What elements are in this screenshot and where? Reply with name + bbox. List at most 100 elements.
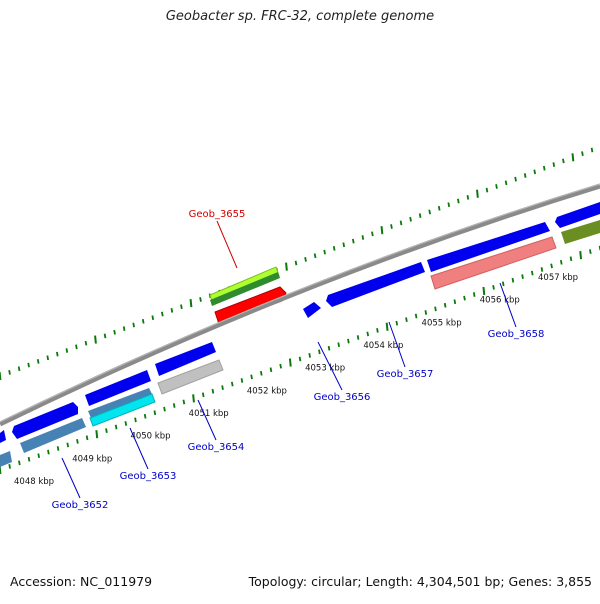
inner-tick (106, 428, 107, 432)
inner-tick (145, 414, 146, 418)
outer-tick (9, 370, 10, 374)
inner-tick (29, 457, 30, 461)
scale-label-4057: 4057 kbp (538, 273, 578, 283)
gene-label-Geob_3655[interactable]: Geob_3655 (189, 209, 246, 220)
inner-tick (348, 339, 349, 343)
outer-tick (477, 190, 478, 198)
inner-tick (300, 357, 301, 361)
inner-tick (261, 371, 262, 375)
gene-label-Geob_3656[interactable]: Geob_3656 (314, 392, 371, 403)
inner-tick (387, 323, 388, 331)
inner-tick (474, 292, 475, 296)
gene-label-Geob_3658[interactable]: Geob_3658 (488, 329, 545, 340)
outer-tick (315, 254, 316, 258)
scale-label-4048: 4048 kbp (14, 477, 54, 487)
outer-tick (86, 341, 87, 345)
outer-tick (152, 315, 153, 319)
inner-tick (416, 314, 417, 318)
outer-tick (286, 263, 287, 271)
outer-tick (458, 199, 459, 203)
outer-tick (506, 181, 507, 185)
inner-tick (454, 300, 455, 304)
inner-tick (513, 278, 514, 282)
inner-tick (571, 257, 572, 261)
gene-label-leader-Geob_3654 (198, 400, 216, 440)
inner-tick (203, 393, 204, 397)
outer-tick (448, 202, 449, 206)
outer-tick (573, 153, 574, 161)
inner-tick (445, 303, 446, 307)
outer-tick (401, 221, 402, 225)
outer-tick (496, 184, 497, 188)
outer-tick (305, 257, 306, 261)
gene-feature-blue-3657[interactable] (326, 262, 425, 307)
outer-tick (515, 177, 516, 181)
outer-tick (525, 173, 526, 177)
outer-tick (334, 246, 335, 250)
scale-label-4050: 4050 kbp (130, 432, 170, 442)
outer-tick (353, 239, 354, 243)
outer-tick (429, 210, 430, 214)
outer-tick (534, 170, 535, 174)
inner-tick (164, 407, 165, 411)
inner-tick (358, 335, 359, 339)
outer-tick (382, 226, 383, 234)
inner-tick (551, 264, 552, 268)
inner-tick (232, 382, 233, 386)
outer-tick (57, 352, 58, 356)
outer-tick (343, 243, 344, 247)
inner-tick (367, 332, 368, 336)
inner-tick (493, 285, 494, 289)
gene-label-Geob_3654[interactable]: Geob_3654 (188, 442, 245, 453)
genome-summary: Topology: circular; Length: 4,304,501 bp… (249, 574, 592, 589)
inner-tick (116, 425, 117, 429)
inner-tick (435, 307, 436, 311)
accession-label: Accession: NC_011979 (10, 574, 152, 589)
outer-tick (487, 188, 488, 192)
inner-tick-ring (0, 246, 600, 474)
gene-feature-blue-left-1[interactable] (0, 430, 6, 443)
inner-tick (96, 430, 97, 438)
inner-tick (464, 296, 465, 300)
inner-tick (183, 400, 184, 404)
gene-feature-blue-small[interactable] (303, 302, 321, 318)
inner-tick (251, 375, 252, 379)
inner-tick (87, 436, 88, 440)
inner-tick (135, 418, 136, 422)
outer-tick (592, 148, 593, 152)
inner-tick (154, 411, 155, 415)
inner-tick (532, 271, 533, 275)
outer-tick (28, 363, 29, 367)
outer-tick (200, 297, 201, 301)
outer-tick (105, 334, 106, 338)
scale-label-4056: 4056 kbp (480, 296, 520, 306)
outer-tick (563, 159, 564, 163)
gene-label-Geob_3657[interactable]: Geob_3657 (377, 369, 434, 380)
gene-label-Geob_3652[interactable]: Geob_3652 (52, 500, 109, 511)
inner-tick (271, 368, 272, 372)
outer-tick (181, 305, 182, 309)
scale-label-4051: 4051 kbp (189, 409, 229, 419)
inner-tick (309, 353, 310, 357)
gene-label-leader-Geob_3655 (217, 221, 237, 268)
scale-label-4053: 4053 kbp (305, 364, 345, 374)
inner-tick (580, 251, 581, 259)
outer-tick (324, 250, 325, 254)
inner-tick (280, 364, 281, 368)
gene-label-Geob_3653[interactable]: Geob_3653 (120, 471, 177, 482)
inner-tick (242, 378, 243, 382)
inner-tick (290, 359, 291, 367)
inner-tick (213, 389, 214, 393)
outer-tick (391, 224, 392, 228)
inner-tick (396, 321, 397, 325)
outer-tick (410, 217, 411, 221)
inner-tick (561, 260, 562, 264)
scale-label-4052: 4052 kbp (247, 386, 287, 396)
outer-tick (553, 162, 554, 166)
outer-tick (162, 312, 163, 316)
inner-tick (425, 310, 426, 314)
inner-tick (483, 287, 484, 295)
inner-tick (406, 317, 407, 321)
